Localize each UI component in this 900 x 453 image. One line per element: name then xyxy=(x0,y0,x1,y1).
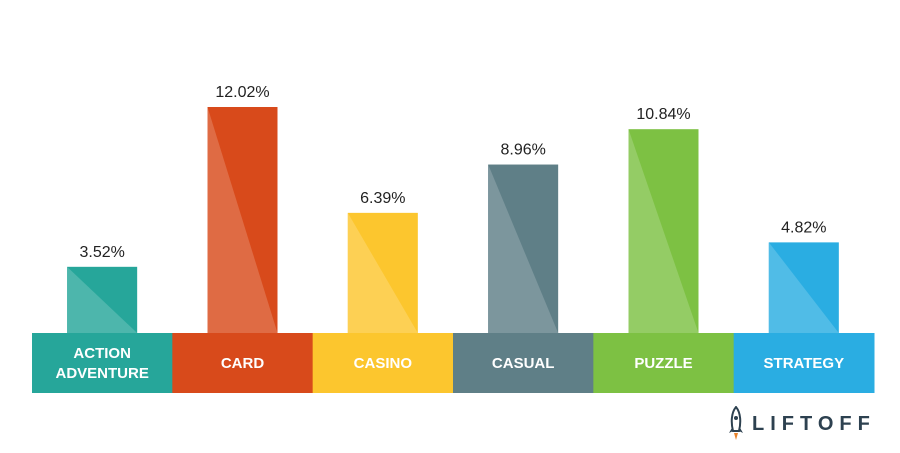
value-label-0: 3.52% xyxy=(79,244,124,261)
category-label-4: PUZZLE xyxy=(634,355,692,372)
bar-shade-1 xyxy=(207,107,278,333)
value-label-3: 8.96% xyxy=(500,142,545,159)
category-label-2: CASINO xyxy=(354,355,413,372)
value-label-1: 12.02% xyxy=(215,84,269,101)
category-label-3: CASUAL xyxy=(492,355,555,372)
value-label-4: 10.84% xyxy=(636,106,690,123)
liftoff-logo: LIFTOFF xyxy=(728,404,876,444)
bar-shade-2 xyxy=(347,212,418,333)
bar-shade-3 xyxy=(488,164,559,333)
category-strip-4 xyxy=(593,333,735,393)
bar-shade-0 xyxy=(67,266,138,333)
category-strip-2 xyxy=(312,333,454,393)
bar-shade-5 xyxy=(768,242,839,333)
category-strip-3 xyxy=(453,333,594,393)
category-label-0-1: ADVENTURE xyxy=(55,365,148,382)
value-label-5: 4.82% xyxy=(781,219,826,236)
value-label-2: 6.39% xyxy=(360,190,405,207)
bar-shade-4 xyxy=(628,129,699,333)
category-strip-5 xyxy=(733,333,875,393)
brand-name: LIFTOFF xyxy=(752,412,876,435)
category-label-0-0: ACTION xyxy=(73,345,131,362)
rocket-icon xyxy=(729,406,743,440)
category-label-5: STRATEGY xyxy=(764,355,845,372)
category-strip-0 xyxy=(32,333,173,393)
category-label-1: CARD xyxy=(221,355,264,372)
category-strip-1 xyxy=(172,333,314,393)
